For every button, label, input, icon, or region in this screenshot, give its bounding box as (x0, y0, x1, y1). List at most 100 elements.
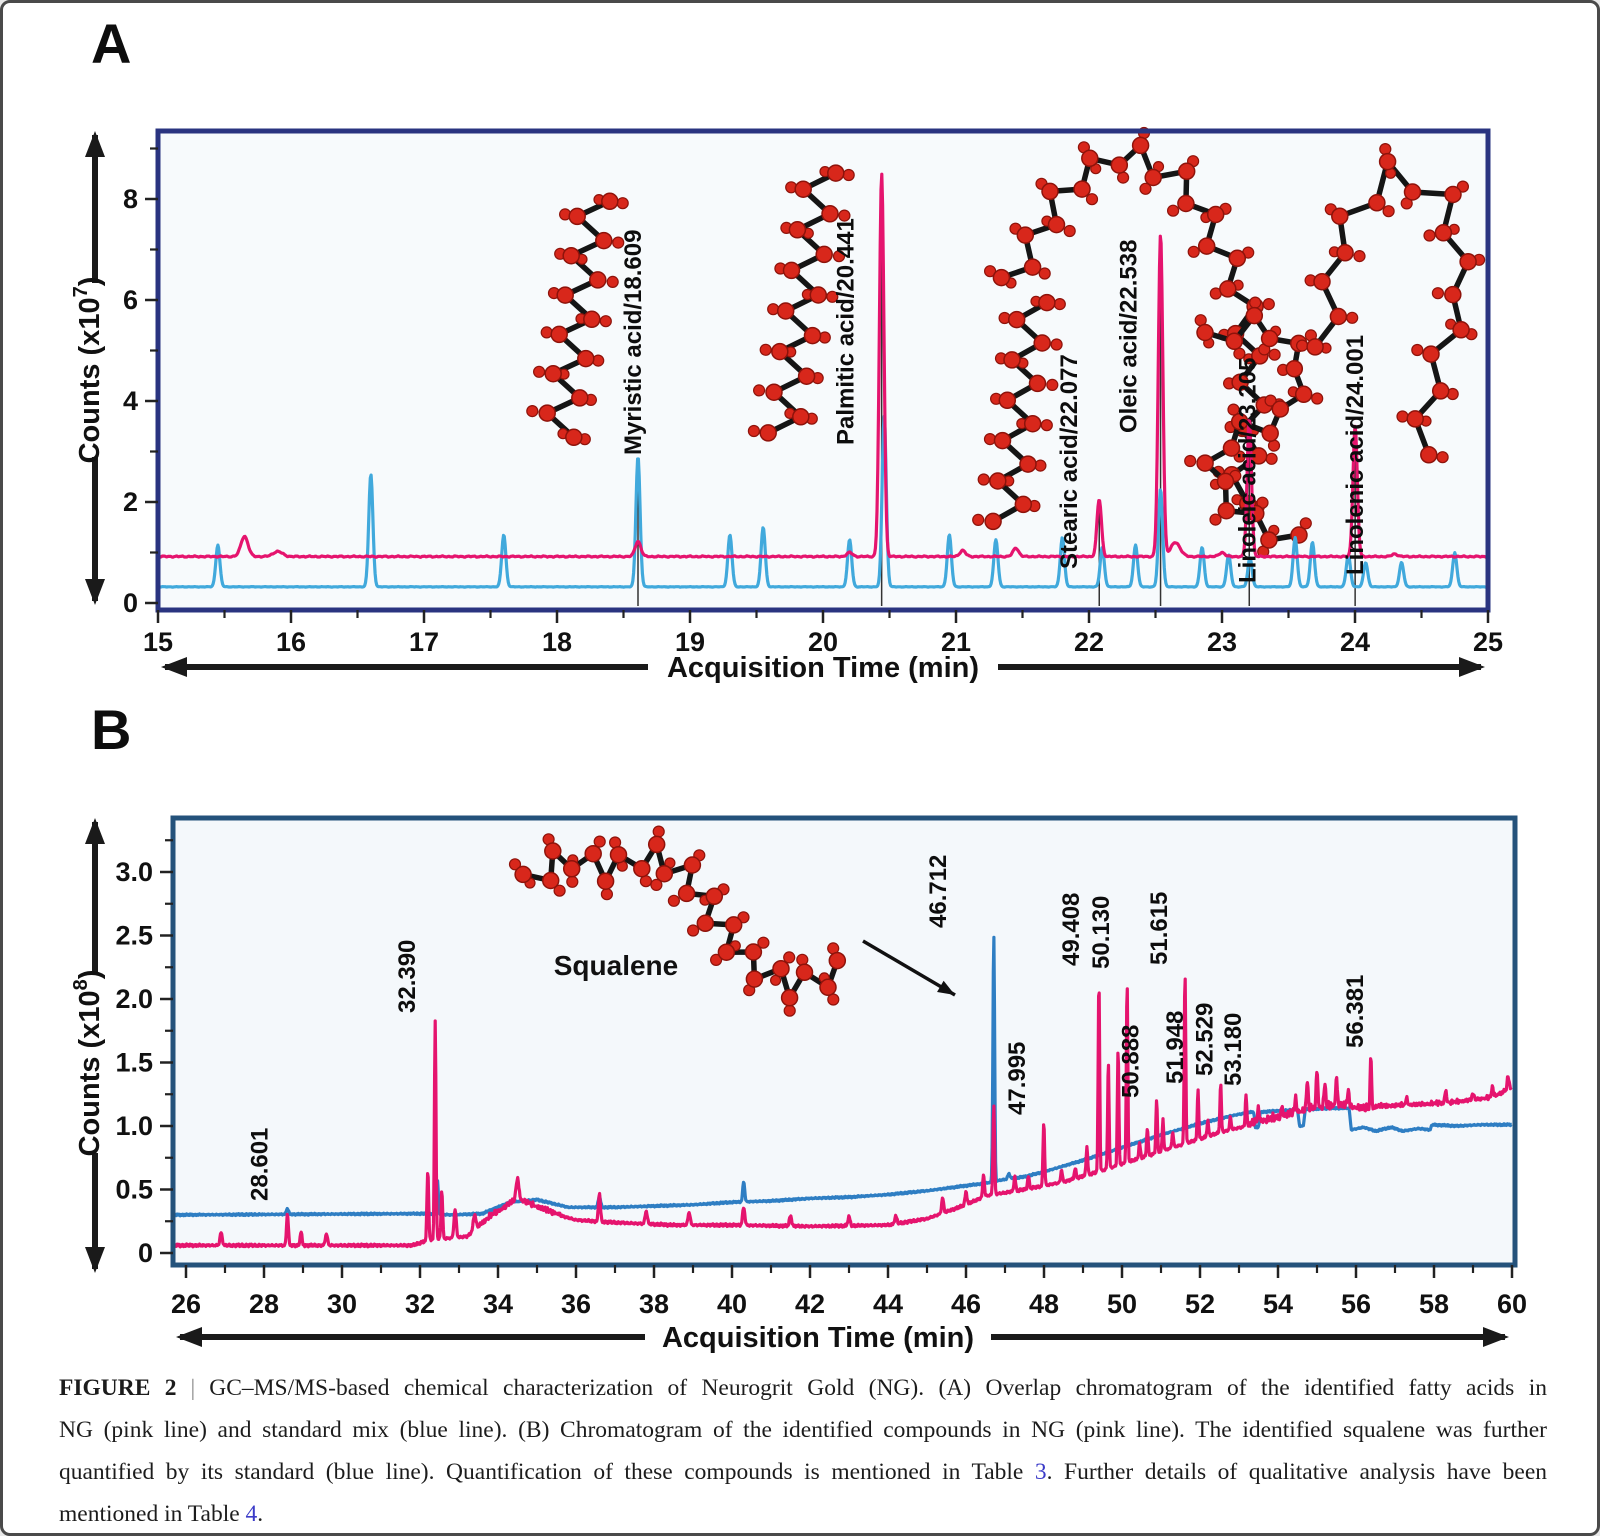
atom (538, 404, 556, 422)
x-tick-label: 42 (795, 1289, 825, 1319)
caption-line: NG (pink line) and standard mix (blue li… (59, 1409, 1547, 1451)
x-tick-label: 22 (1074, 627, 1104, 657)
caption-text: FIGURE 2 (59, 1375, 177, 1401)
x-tick-label: 32 (405, 1289, 435, 1319)
y-tick-label: 4 (123, 386, 138, 416)
atom (792, 408, 810, 426)
arrowhead (176, 1327, 202, 1347)
atom (540, 326, 553, 339)
atom (757, 936, 770, 949)
peak-label: Palmitic acid/20.441 (833, 218, 860, 445)
atom (1050, 338, 1063, 351)
atom (1265, 452, 1278, 465)
atom (1262, 298, 1275, 311)
arrowhead (85, 579, 105, 605)
atom (1431, 382, 1450, 400)
atom (596, 872, 615, 890)
atom (821, 205, 839, 223)
arrowhead (85, 1247, 105, 1273)
molecule-myristic-acid (526, 192, 629, 447)
y-tick-label: 2 (123, 487, 138, 517)
x-tick-label: 20 (808, 627, 838, 657)
atom (1166, 204, 1180, 217)
atom (1368, 194, 1386, 212)
atom (1431, 287, 1445, 300)
arrowhead (85, 818, 105, 844)
atom (1041, 182, 1059, 201)
atom (599, 315, 612, 328)
atom (1038, 293, 1056, 312)
peak-label: 51.615 (1146, 892, 1173, 965)
arrowhead (161, 657, 187, 677)
peak-label: Myristic acid/18.609 (620, 230, 647, 455)
atom (565, 428, 583, 447)
arrowhead (1459, 657, 1485, 677)
atom (514, 865, 532, 884)
table-reference[interactable]: 3 (1034, 1459, 1047, 1485)
atom (1295, 339, 1309, 352)
caption-text: quantified by its standard (blue line). … (59, 1459, 1035, 1485)
x-tick-label: 58 (1419, 1289, 1449, 1319)
atom (1452, 321, 1470, 339)
atom (765, 383, 783, 401)
x-tick-label: 25 (1473, 627, 1503, 657)
atom (593, 835, 606, 848)
atom (1436, 451, 1449, 464)
atom (1422, 345, 1440, 363)
x-tick-label: 36 (561, 1289, 591, 1319)
atom (782, 261, 801, 280)
atom (1245, 306, 1264, 325)
molecule-palmitic-acid (747, 164, 855, 442)
y-tick-label: 0 (123, 588, 138, 618)
molecule-linoleic-acid (1184, 296, 1324, 558)
caption-text: GC–MS/MS-based chemical characterization… (209, 1375, 1547, 1401)
atom (1294, 385, 1313, 404)
atom (1216, 472, 1235, 491)
atom (1271, 400, 1290, 418)
y-axis-title: Counts (x107) (70, 277, 106, 464)
peak-label: Stearic acid/22.077 (1056, 354, 1083, 569)
atom (705, 887, 724, 906)
annotation-arrow-shaft (862, 939, 956, 997)
atom (803, 326, 822, 345)
peak-label: 50.888 (1118, 1025, 1145, 1098)
atom (1110, 156, 1129, 174)
panel-b-label: B (91, 698, 132, 761)
atom (571, 389, 589, 407)
atom (1331, 207, 1349, 225)
atom (1346, 311, 1359, 324)
atom (1444, 285, 1462, 304)
atom (1053, 298, 1066, 311)
atom (556, 286, 574, 304)
peak-label: 53.180 (1220, 1013, 1247, 1086)
figure-caption: FIGURE 2 | GC–MS/MS-based chemical charact… (59, 1367, 1548, 1533)
atom (752, 384, 766, 397)
caption-text: . Further details of qualitative analysi… (1046, 1459, 1548, 1485)
atom (647, 835, 666, 854)
atom (1459, 252, 1477, 271)
atom (577, 349, 595, 368)
atom (828, 951, 847, 970)
y-axis-title: Counts (x108) (70, 970, 106, 1157)
y-tick-label: 2.5 (115, 921, 153, 951)
atom (1139, 182, 1152, 195)
peak-label: 52.529 (1192, 1003, 1219, 1076)
atom (1313, 272, 1331, 291)
atom (1144, 168, 1162, 187)
atom (1434, 224, 1453, 242)
atom (747, 424, 761, 438)
plot-border (170, 815, 1518, 1268)
x-tick-label: 34 (483, 1289, 513, 1319)
series-standard-mix-blue-line- (157, 414, 1489, 589)
atom (1227, 403, 1240, 416)
atom (809, 286, 828, 304)
table-reference[interactable]: 4 (245, 1501, 258, 1527)
peak-label: 32.390 (394, 940, 421, 1013)
x-tick-label: 60 (1497, 1289, 1527, 1319)
atom (1177, 162, 1196, 181)
x-tick-label: 44 (873, 1289, 903, 1319)
atom (1073, 180, 1091, 198)
molecule-squalene (508, 825, 847, 1017)
atom (744, 943, 763, 961)
peak-label: Linoleic acid/23.205 (1234, 358, 1261, 583)
